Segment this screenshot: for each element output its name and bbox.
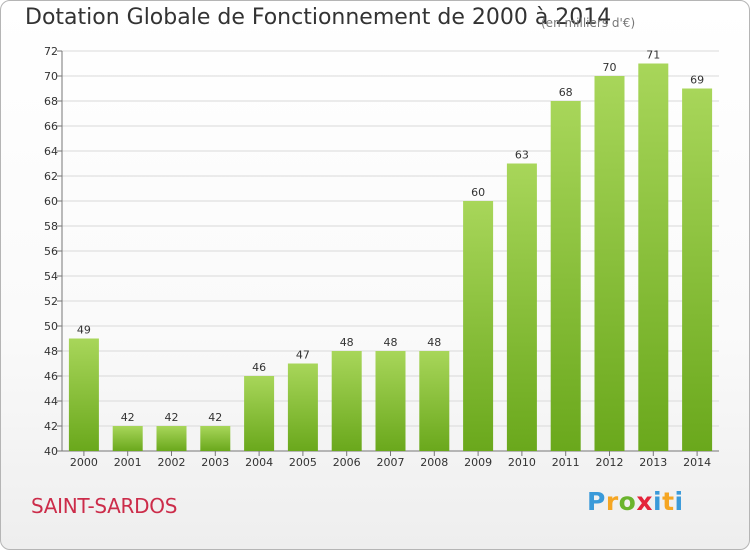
y-tick-label: 66 (44, 120, 58, 133)
labels: 40 42 44 46 48 50 52 54 56 58 60 62 64 66 68 70 72 2000 49… (44, 45, 711, 469)
y-tick-label: 40 (44, 445, 58, 458)
y-tick-label: 64 (44, 145, 58, 158)
bar-2004 (244, 376, 275, 451)
y-tick-label: 46 (44, 370, 58, 383)
bar-2001 (112, 426, 143, 451)
bar-2007 (375, 351, 406, 451)
data-label: 63 (515, 149, 529, 162)
commune-name: SAINT-SARDOS (31, 494, 178, 518)
proxiti-logo: Proxiti (587, 487, 684, 516)
y-tick-label: 62 (44, 170, 58, 183)
x-tick-label: 2009 (464, 456, 492, 469)
x-tick-label: 2001 (114, 456, 142, 469)
x-tick-label: 2003 (201, 456, 229, 469)
data-label: 60 (471, 186, 485, 199)
x-tick-label: 2002 (158, 456, 186, 469)
data-label: 48 (340, 336, 354, 349)
x-tick-label: 2007 (377, 456, 405, 469)
x-tick-label: 2008 (420, 456, 448, 469)
bar-2014 (682, 88, 713, 451)
x-tick-label: 2014 (683, 456, 711, 469)
bar-2012 (594, 76, 625, 451)
x-tick-label: 2012 (596, 456, 624, 469)
y-tick-label: 72 (44, 45, 58, 58)
data-label: 42 (208, 411, 222, 424)
data-label: 48 (384, 336, 398, 349)
bar-2011 (550, 101, 581, 451)
y-tick-label: 44 (44, 395, 58, 408)
bar-2002 (156, 426, 187, 451)
bar-2006 (331, 351, 362, 451)
bar-2009 (463, 201, 494, 451)
x-tick-label: 2004 (245, 456, 273, 469)
bar-2003 (200, 426, 231, 451)
y-tick-label: 54 (44, 270, 58, 283)
bar-2013 (638, 63, 669, 451)
x-tick-label: 2006 (333, 456, 361, 469)
data-label: 46 (252, 361, 266, 374)
data-label: 42 (165, 411, 179, 424)
y-tick-label: 60 (44, 195, 58, 208)
data-label: 48 (427, 336, 441, 349)
y-tick-label: 70 (44, 70, 58, 83)
data-label: 42 (121, 411, 135, 424)
data-label: 70 (603, 61, 617, 74)
y-tick-label: 48 (44, 345, 58, 358)
x-tick-label: 2013 (639, 456, 667, 469)
data-label: 71 (646, 49, 660, 62)
bar-2010 (506, 163, 537, 451)
bar-2000 (68, 338, 99, 451)
bar-2008 (419, 351, 450, 451)
x-tick-label: 2011 (552, 456, 580, 469)
x-tick-label: 2010 (508, 456, 536, 469)
x-tick-label: 2000 (70, 456, 98, 469)
y-tick-label: 52 (44, 295, 58, 308)
y-tick-label: 50 (44, 320, 58, 333)
y-tick-label: 56 (44, 245, 58, 258)
data-label: 47 (296, 349, 310, 362)
bar-2005 (287, 363, 318, 451)
chart-subtitle: (en milliers d'€) (541, 16, 636, 30)
x-tick-label: 2005 (289, 456, 317, 469)
bars (68, 63, 713, 451)
chart-title: Dotation Globale de Fonctionnement de 20… (25, 5, 612, 30)
y-tick-label: 58 (44, 220, 58, 233)
data-label: 49 (77, 324, 91, 337)
y-tick-label: 42 (44, 420, 58, 433)
data-label: 68 (559, 86, 573, 99)
y-tick-label: 68 (44, 95, 58, 108)
data-label: 69 (690, 74, 704, 87)
